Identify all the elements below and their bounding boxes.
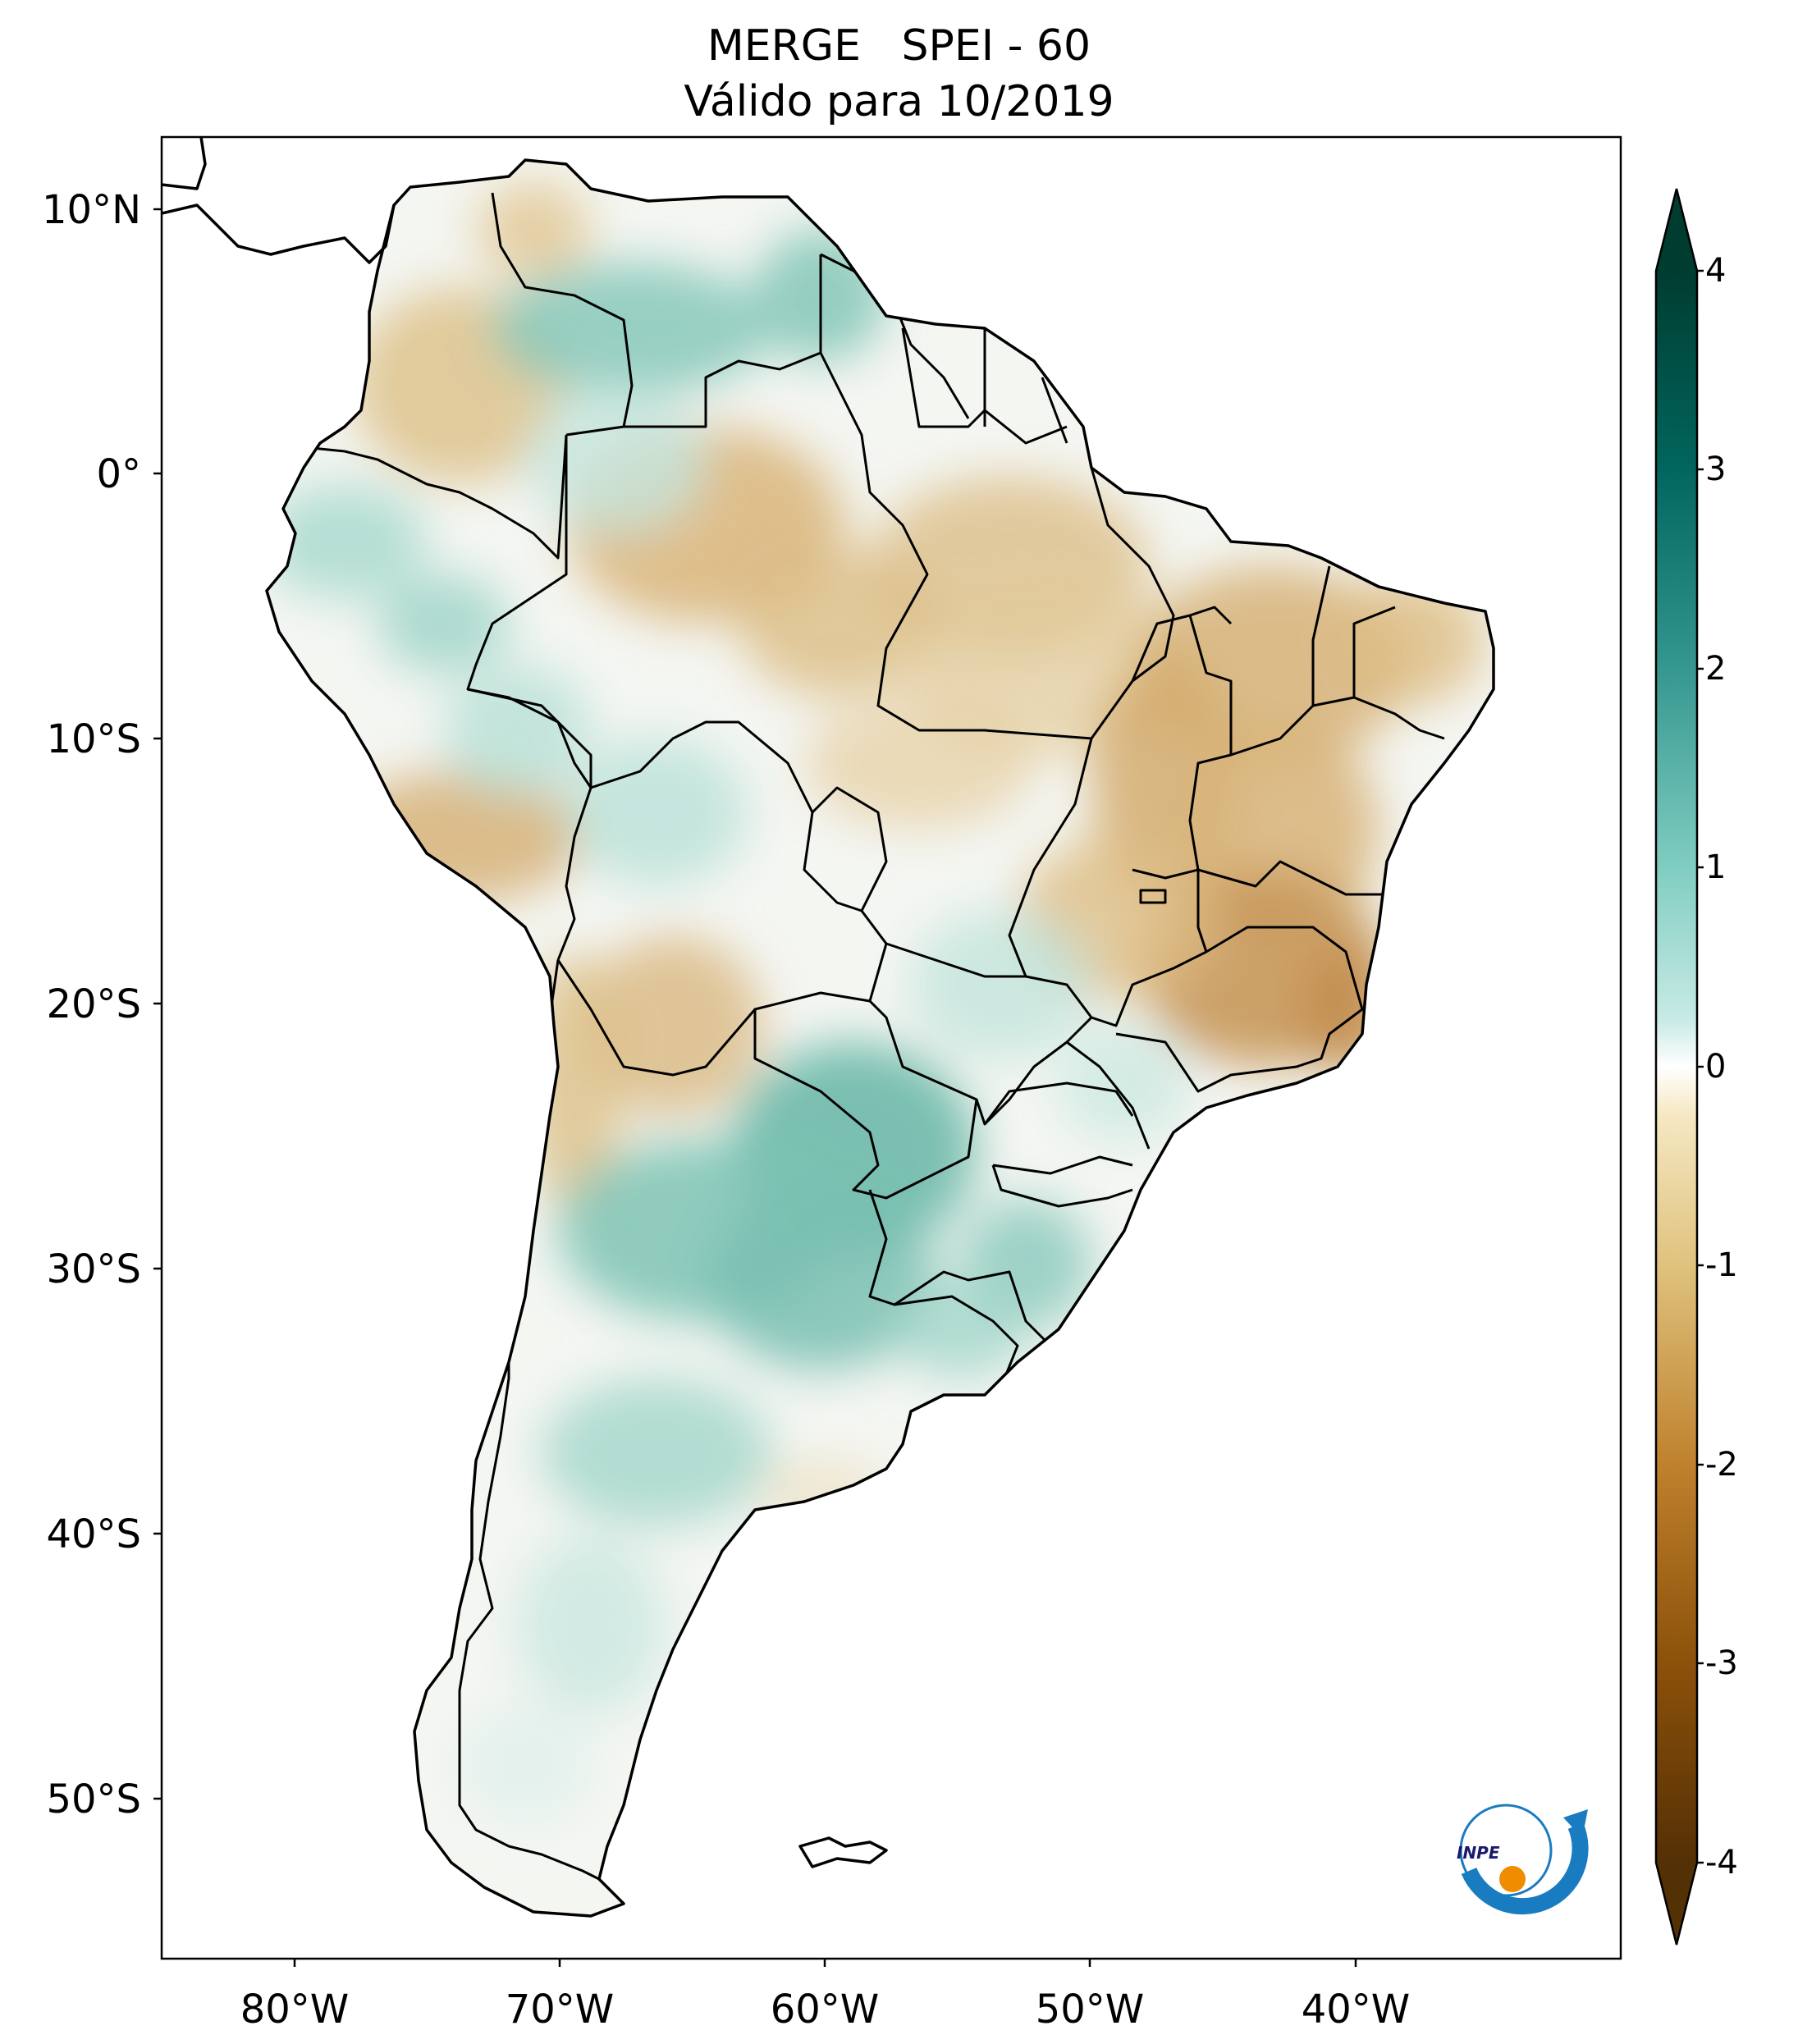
colorbar-label-2: 2 <box>1705 650 1727 688</box>
lon-label-70w: 70°W <box>505 1987 615 2033</box>
colorbar <box>1654 188 1704 1946</box>
lon-label-80w: 80°W <box>240 1987 350 2033</box>
coastline <box>162 137 1495 1918</box>
country-borders <box>303 192 1445 1881</box>
colorbar-label-0: 0 <box>1705 1048 1727 1086</box>
lon-label-40w: 40°W <box>1301 1987 1411 2033</box>
colorbar-extend-min <box>1656 1863 1697 1945</box>
lat-label-50s: 50°S <box>46 1776 141 1822</box>
colorbar-label-neg2: -2 <box>1705 1446 1738 1484</box>
map-subtitle: Válido para 10/2019 <box>684 77 1114 126</box>
lon-label-60w: 60°W <box>770 1987 880 2033</box>
lat-label-40s: 40°S <box>46 1511 141 1557</box>
colorbar-label-4: 4 <box>1705 252 1727 290</box>
colorbar-label-neg3: -3 <box>1705 1644 1738 1682</box>
colorbar-label-neg4: -4 <box>1705 1844 1738 1882</box>
lat-label-20s: 20°S <box>46 981 141 1027</box>
map-title: MERGE SPEI - 60 <box>707 21 1091 71</box>
axis-ticks <box>153 208 1357 1967</box>
lat-label-30s: 30°S <box>46 1246 141 1292</box>
colorbar-label-neg1: -1 <box>1705 1246 1738 1284</box>
lat-label-10s: 10°S <box>46 716 141 762</box>
inpe-logo-icon <box>1459 1804 1589 1915</box>
lat-label-10n: 10°N <box>42 187 141 233</box>
colorbar-label-3: 3 <box>1705 450 1727 488</box>
map-frame-border <box>160 135 1622 1960</box>
inpe-logo-text: INPE <box>1457 1843 1500 1863</box>
lon-label-50w: 50°W <box>1035 1987 1145 2033</box>
lat-label-0: 0° <box>96 451 141 497</box>
colorbar-extend-max <box>1656 189 1697 271</box>
colorbar-label-1: 1 <box>1705 848 1727 886</box>
